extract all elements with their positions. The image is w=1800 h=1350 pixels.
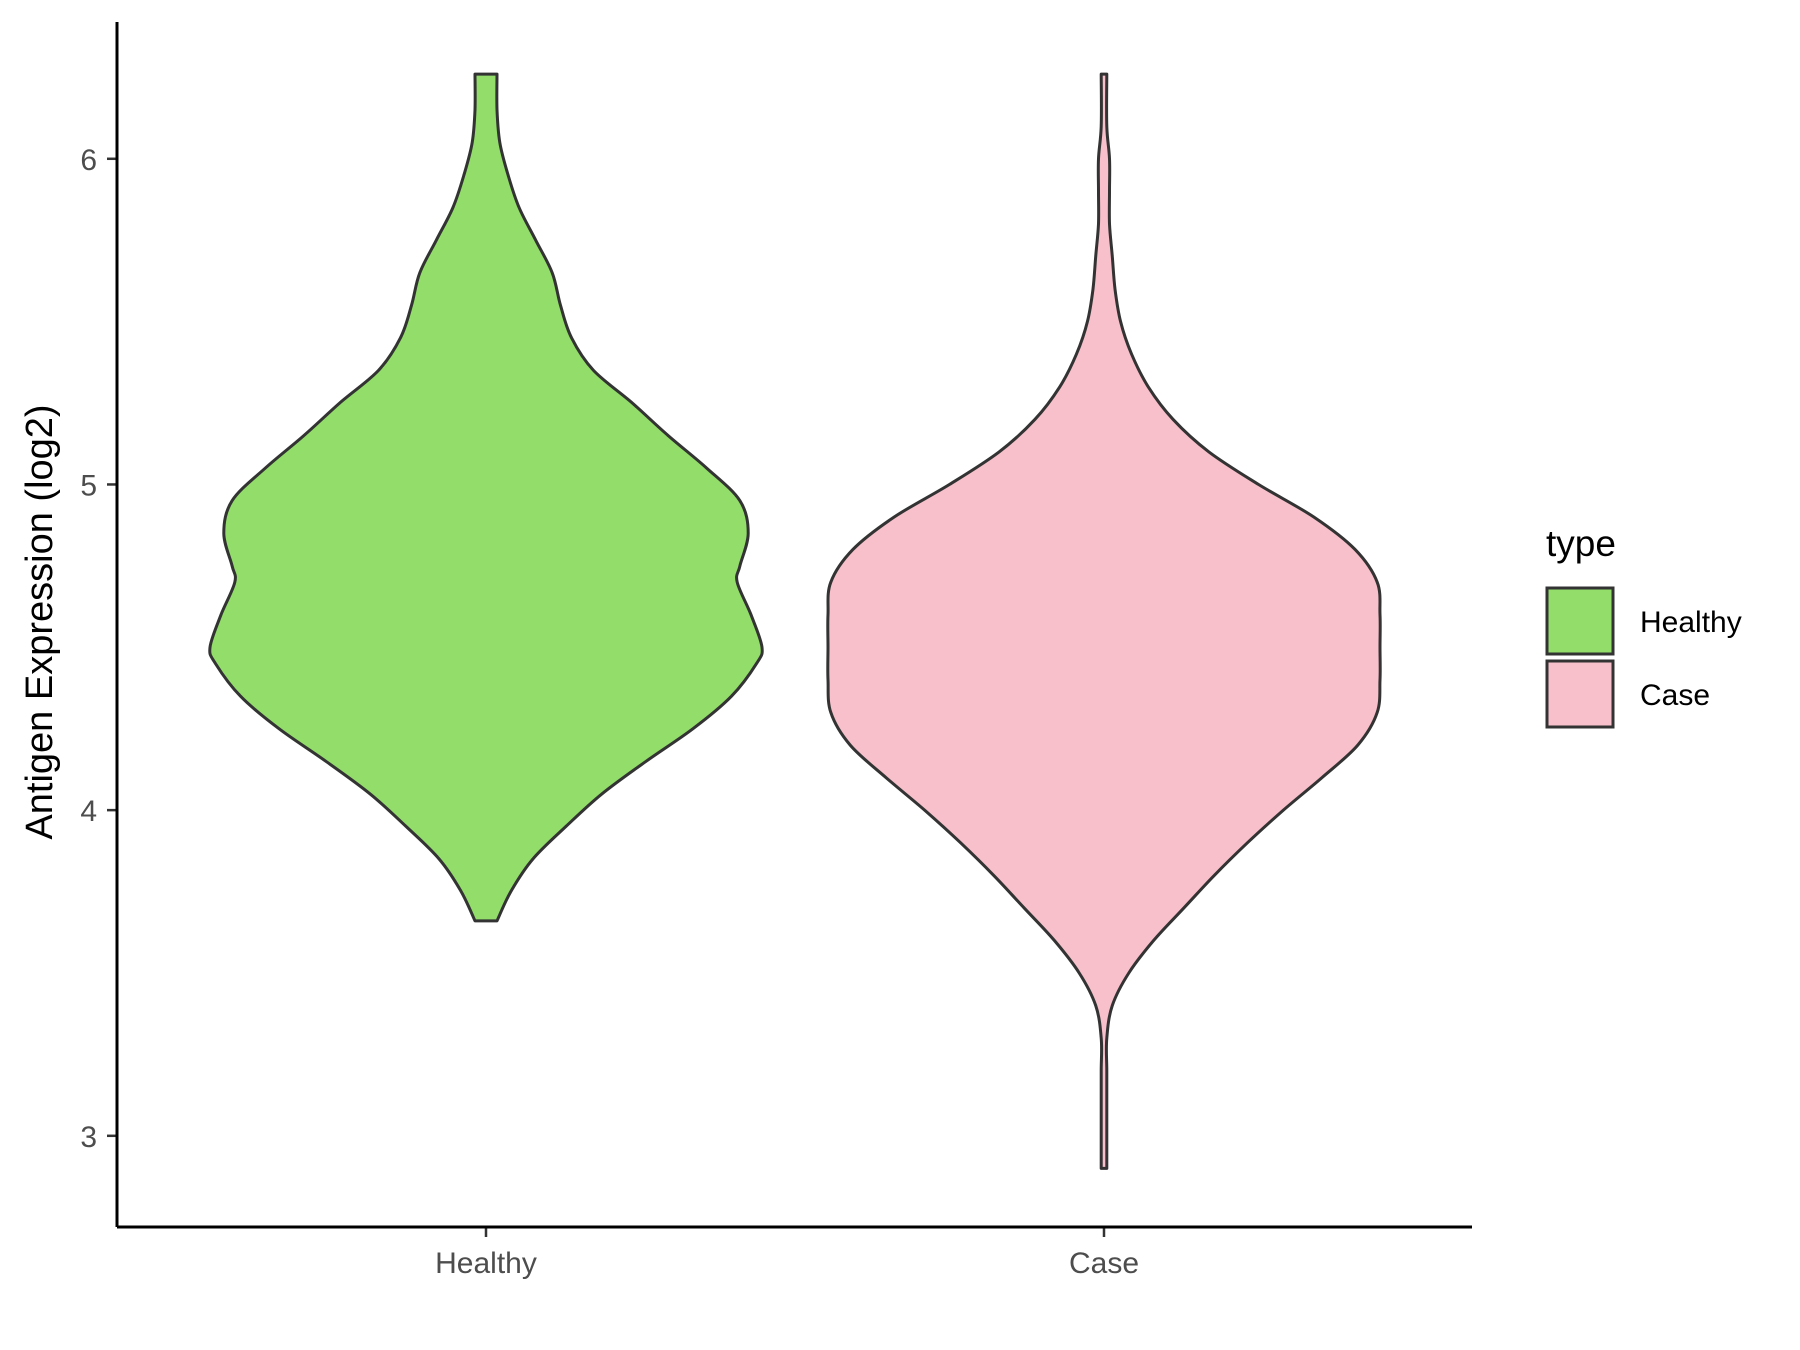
y-tick-label: 5 bbox=[80, 469, 97, 502]
legend-swatch-case bbox=[1545, 659, 1615, 729]
legend: type Healthy Case bbox=[1545, 523, 1742, 729]
legend-items: Healthy Case bbox=[1545, 586, 1742, 729]
y-tick-label: 4 bbox=[80, 795, 97, 828]
legend-swatch-healthy bbox=[1545, 586, 1615, 656]
y-axis-title: Antigen Expression (log2) bbox=[19, 404, 61, 839]
violin-case bbox=[826, 72, 1382, 1170]
legend-label-healthy: Healthy bbox=[1640, 606, 1742, 639]
x-tick-label: Case bbox=[1069, 1247, 1139, 1280]
y-tick-label: 6 bbox=[80, 144, 97, 177]
violin-healthy bbox=[208, 72, 764, 923]
violin-layer bbox=[208, 72, 1382, 1170]
legend-label-case: Case bbox=[1640, 679, 1710, 712]
x-axis-ticks: Healthy Case bbox=[435, 1227, 1139, 1280]
y-axis-ticks: 3 4 5 6 bbox=[80, 144, 117, 1154]
x-tick-label: Healthy bbox=[435, 1247, 537, 1280]
y-tick-label: 3 bbox=[80, 1121, 97, 1154]
legend-title: type bbox=[1546, 523, 1616, 564]
